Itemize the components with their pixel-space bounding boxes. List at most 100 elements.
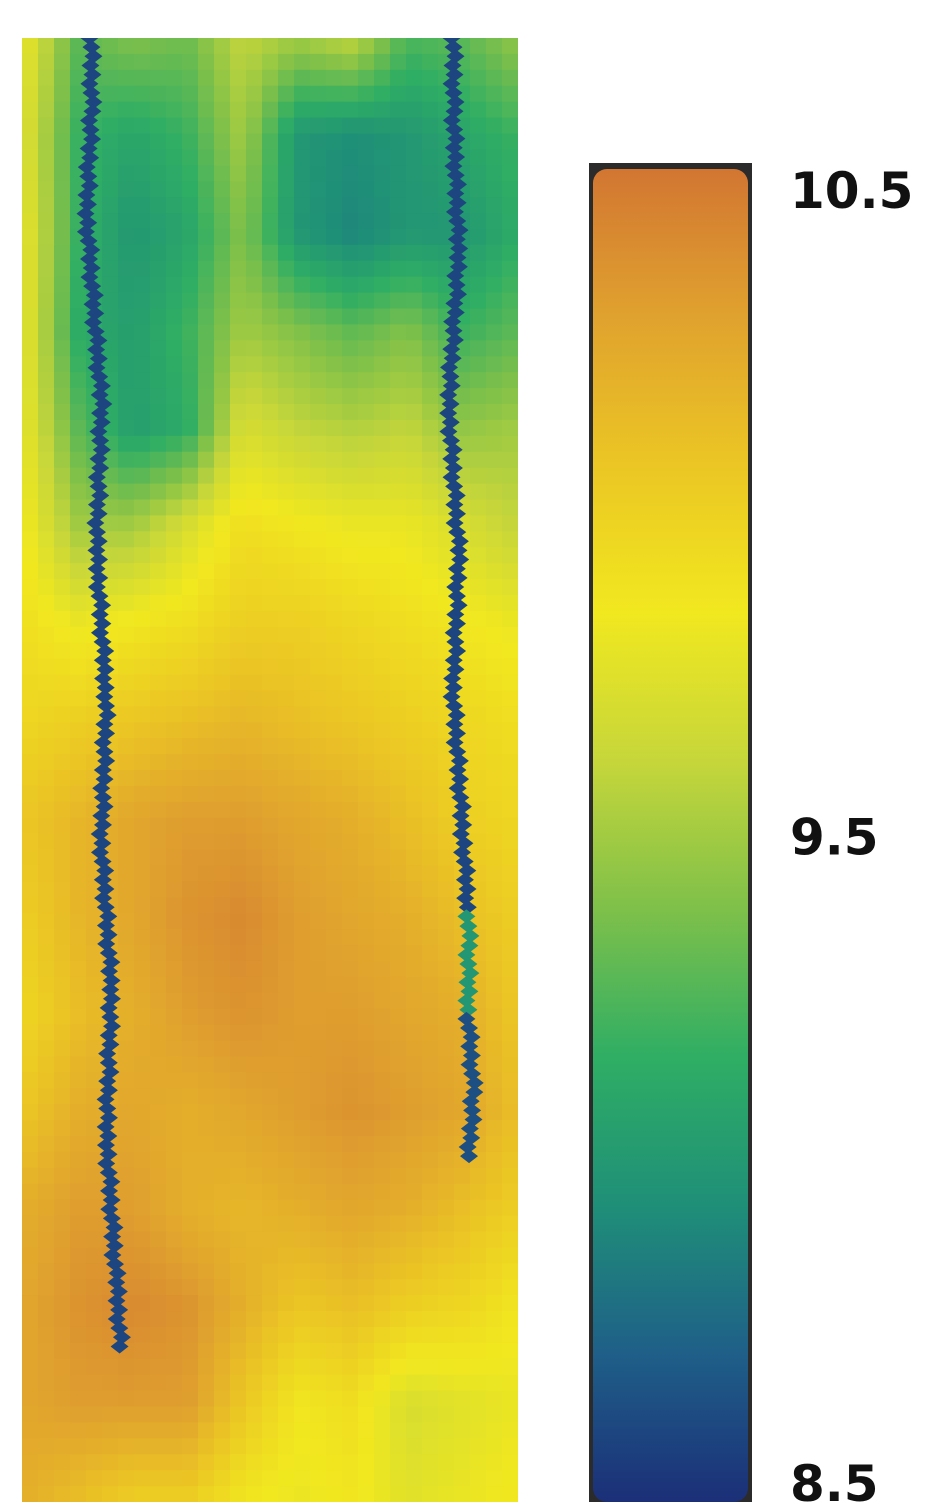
heatmap-cell [118,929,135,946]
heatmap-cell [150,372,167,389]
heatmap-cell [406,467,423,485]
heatmap-cell [502,1374,518,1392]
heatmap-cell [246,865,263,882]
line-marker [93,763,112,777]
heatmap-cell [182,610,199,628]
heatmap-cell [390,913,407,930]
heatmap-cell [230,563,247,580]
heatmap-cell [438,228,455,246]
heatmap-cell [374,579,391,596]
heatmap-cell [70,292,87,310]
heatmap-cell [390,960,407,978]
heatmap-cell [150,1326,167,1344]
line-marker [79,215,98,230]
heatmap-cell [246,372,263,389]
heatmap-cell [326,1311,343,1328]
heatmap-cell [262,372,279,389]
heatmap-cell [326,801,343,819]
line-marker [455,872,474,887]
heatmap-cell [470,1326,487,1344]
heatmap-cell [326,897,343,914]
heatmap-cell [214,594,231,612]
heatmap-cell [486,38,503,55]
heatmap-cell [166,833,183,851]
heatmap-cell [438,785,455,803]
heatmap-cell [166,1326,183,1344]
heatmap-cell [134,1183,151,1201]
heatmap-cell [118,53,135,71]
heatmap-cell [22,722,39,739]
heatmap-cell [342,1056,359,1073]
heatmap-cell [198,372,215,389]
heatmap-cell [342,38,359,55]
heatmap-cell [470,1263,487,1280]
heatmap-cell [374,547,391,564]
heatmap-cell [70,1008,87,1026]
heatmap-cell [102,563,119,580]
heatmap-cell [502,451,518,469]
heatmap-cell [486,372,503,389]
heatmap-cell [358,1438,375,1455]
heatmap-cell [422,1120,439,1137]
heatmap-cell [54,117,71,135]
heatmap-cell [166,1311,183,1328]
heatmap-cell [182,1151,199,1169]
heatmap-cell [486,754,503,771]
heatmap-cell [326,228,343,246]
heatmap-cell [230,38,247,55]
colorbar-tick-label: 10.5 [790,162,913,220]
heatmap-cell [406,1183,423,1201]
heatmap-cell [310,531,327,548]
heatmap-cell [246,706,263,723]
heatmap-cell [438,849,455,867]
heatmap-cell [134,594,151,612]
heatmap-cell [150,929,167,946]
heatmap-cell [150,1008,167,1026]
heatmap-cell [102,1358,119,1376]
heatmap-cell [118,626,135,644]
heatmap-cell [22,1231,39,1248]
heatmap-cell [38,38,55,55]
heatmap-cell [390,149,407,166]
heatmap-cell [390,419,407,437]
heatmap-cell [214,531,231,548]
heatmap-cell [150,865,167,882]
heatmap-cell [374,1215,391,1233]
line-marker [447,278,466,293]
heatmap-cell [310,499,327,516]
heatmap-cell [230,53,247,71]
heatmap-cell [102,85,119,103]
line-marker [96,662,115,677]
heatmap-cell [262,515,279,532]
heatmap-cell [182,244,199,262]
heatmap-cell [278,1295,295,1312]
heatmap-cell [294,292,311,310]
line-marker [450,534,469,549]
heatmap-cell [358,1040,375,1058]
heatmap-cell [198,276,215,294]
heatmap-cell [502,849,518,867]
heatmap-cell [502,515,518,532]
heatmap-cell [358,117,375,135]
heatmap-cell [118,117,135,135]
heatmap-cell [486,1024,503,1042]
heatmap-cell [262,785,279,803]
heatmap-cell [310,1438,327,1455]
heatmap-cell [486,1120,503,1137]
heatmap-cell [358,228,375,246]
heatmap-cell [182,213,199,230]
heatmap-cell [278,53,295,71]
heatmap-cell [374,515,391,532]
heatmap-cell [358,1311,375,1328]
heatmap-cell [486,785,503,803]
heatmap-cell [166,1358,183,1376]
heatmap-cell [182,1358,199,1376]
line-marker [86,306,105,321]
heatmap-cell [22,642,39,660]
heatmap-cell [358,1358,375,1376]
heatmap-cell [198,865,215,882]
heatmap-cell [246,340,263,357]
heatmap-cell [118,499,135,516]
heatmap-cell [198,913,215,930]
heatmap-cell [230,419,247,437]
